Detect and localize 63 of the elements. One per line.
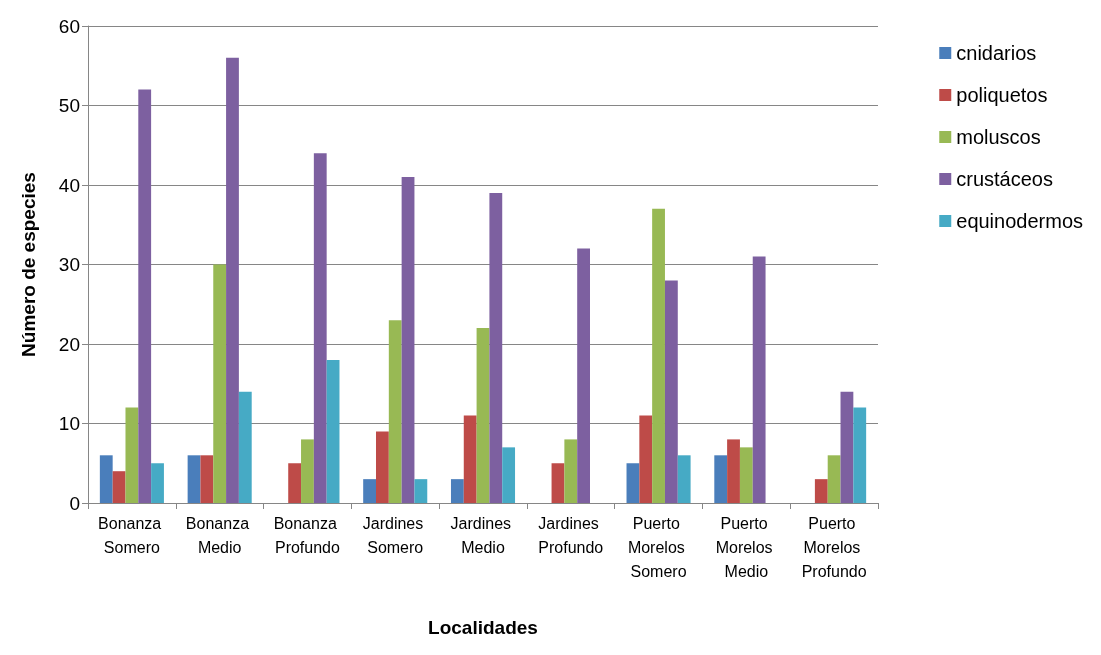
x-tick-label: Bonanza Medio (185, 514, 254, 556)
bar (363, 479, 376, 503)
bar (450, 479, 464, 503)
bar (99, 455, 113, 503)
bar (213, 264, 227, 503)
y-tick-label: 40 (58, 174, 80, 196)
bar (388, 320, 402, 503)
bar (727, 439, 740, 503)
bar (677, 455, 691, 503)
bar (313, 153, 327, 503)
y-tick-label: 30 (58, 254, 80, 275)
bar (463, 415, 477, 503)
bar (577, 248, 590, 503)
x-tick-label: Bonanza Somero (98, 514, 166, 556)
x-tick-label: Jardines Somero (362, 514, 428, 556)
y-axis-title: Número de especies (18, 172, 39, 357)
bar (125, 407, 139, 503)
y-tick-label: 0 (69, 492, 80, 514)
bar (288, 463, 302, 503)
x-tick-label: Bonanza Profundo (273, 514, 342, 556)
bar (739, 447, 753, 503)
bar (551, 463, 565, 503)
bar (151, 463, 164, 503)
x-tick-label: Puerto Morelos Somero (627, 514, 690, 580)
y-tick-label: 10 (58, 413, 80, 434)
bar (112, 471, 126, 503)
legend-label: cnidarios (956, 42, 1037, 64)
bar (853, 407, 867, 503)
bar (626, 463, 640, 503)
bar (664, 280, 678, 503)
bar (200, 455, 214, 503)
y-tick-label: 20 (58, 333, 80, 355)
bar (814, 479, 828, 503)
bar (476, 328, 490, 503)
bar (652, 208, 665, 503)
bar (827, 455, 841, 503)
bar (564, 439, 578, 503)
bar (502, 447, 516, 503)
legend-label: crustáceos (956, 168, 1053, 190)
bar (187, 455, 201, 503)
bar (401, 177, 415, 503)
bar (226, 57, 239, 503)
x-tick-label: Puerto Morelos Profundo (801, 514, 867, 580)
bar (376, 431, 389, 503)
bar (714, 455, 728, 503)
y-tick-label: 50 (58, 95, 80, 116)
x-tick-label: Jardines Profundo (538, 514, 604, 556)
legend-label: poliquetos (956, 84, 1048, 106)
bar (489, 192, 503, 503)
bar (752, 256, 766, 503)
x-tick-label: Puerto Morelos Medio (715, 514, 778, 580)
bar (414, 479, 428, 503)
bar (301, 439, 314, 503)
legend-label: moluscos (956, 126, 1041, 148)
bar (840, 391, 854, 503)
x-axis-title: Localidades (428, 617, 538, 638)
bar (639, 415, 653, 503)
bar (238, 391, 252, 503)
y-tick-label: 60 (58, 15, 80, 37)
bar (326, 359, 340, 503)
x-tick-label: Jardines Medio (450, 514, 516, 556)
bar (138, 89, 152, 503)
legend-label: equinodermos (956, 210, 1083, 232)
